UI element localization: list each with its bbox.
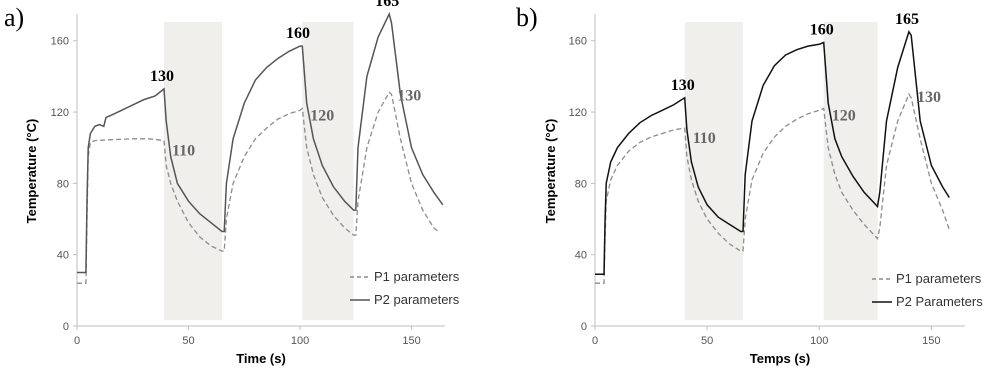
x-axis-title: Temps (s): [750, 351, 810, 366]
x-tick-label: 150: [402, 335, 420, 347]
peak-annotation: 165: [375, 0, 399, 10]
y-tick-label: 120: [51, 107, 69, 119]
x-axis-title: Time (s): [236, 351, 286, 366]
y-tick-label: 0: [63, 321, 69, 333]
x-tick-label: 100: [291, 335, 309, 347]
x-tick-label: 150: [922, 335, 940, 347]
y-tick-label: 40: [57, 250, 69, 262]
y-tick-label: 160: [51, 36, 69, 48]
y-tick-label: 80: [57, 178, 69, 190]
x-tick-label: 50: [701, 335, 713, 347]
y-tick-label: 80: [575, 178, 587, 190]
panel-label: b): [516, 3, 538, 32]
x-tick-label: 0: [592, 335, 598, 347]
peak-annotation: 130: [150, 68, 174, 85]
legend-label: P1 parameters: [374, 269, 460, 284]
y-tick-label: 120: [569, 107, 587, 119]
y-tick-label: 0: [581, 321, 587, 333]
y-axis-title: Temperature (°C): [543, 119, 558, 224]
peak-annotation: 130: [397, 87, 421, 104]
series-line-p2: [77, 11, 444, 274]
shaded-region: [302, 22, 354, 320]
chart-panel-a: 0 50 100 150 0 40 80 120 160 Time (s) Temperature …: [4, 0, 460, 366]
peak-annotation: 130: [917, 89, 941, 106]
legend: P1 parameters P2 parameters: [350, 269, 460, 307]
peak-annotation: 110: [172, 143, 195, 160]
y-tick-label: 40: [575, 250, 587, 262]
legend-label: P2 parameters: [374, 292, 460, 307]
shaded-region: [163, 22, 222, 320]
y-axis-title: Temperature (°C): [24, 119, 39, 224]
peak-annotation: 165: [895, 11, 919, 28]
legend-label: P2 Parameters: [896, 294, 983, 309]
peak-annotation: 110: [693, 130, 716, 147]
peak-annotation: 160: [286, 25, 310, 42]
peak-annotation: 160: [810, 22, 834, 39]
series-line-p1: [77, 91, 439, 284]
legend: P1 parameters P2 Parameters: [872, 271, 983, 309]
x-tick-label: 100: [810, 335, 828, 347]
peak-annotation: 120: [310, 107, 334, 124]
x-tick-label: 0: [74, 335, 80, 347]
legend-label: P1 parameters: [896, 271, 982, 286]
x-tick-label: 50: [182, 335, 194, 347]
panel-label: a): [4, 3, 24, 32]
series-line-p1: [595, 92, 950, 284]
peak-annotation: 130: [671, 77, 695, 94]
chart-panel-b: 0 50 100 150 0 40 80 120 160 Temps (s) Temperature…: [516, 3, 983, 366]
peak-annotation: 120: [832, 107, 856, 124]
y-tick-label: 160: [569, 36, 587, 48]
series-line-p2: [595, 30, 950, 276]
